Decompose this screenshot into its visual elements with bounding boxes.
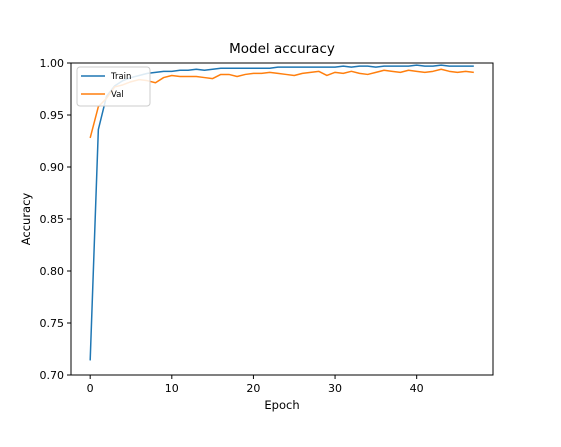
legend-label-val: Val — [111, 90, 124, 100]
legend-label-train: Train — [110, 72, 131, 82]
y-tick-label: 0.70 — [40, 369, 65, 382]
y-tick-label: 0.80 — [40, 265, 65, 278]
y-tick-label: 0.85 — [40, 213, 65, 226]
y-tick-label: 1.00 — [40, 57, 65, 70]
chart-title: Model accuracy — [229, 41, 335, 57]
x-tick-label: 40 — [410, 382, 424, 395]
y-axis-label: Accuracy — [19, 193, 33, 246]
y-axis-ticks: 0.70 0.75 0.80 0.85 0.90 0.95 1.00 — [40, 57, 71, 382]
y-tick-label: 0.95 — [40, 109, 65, 122]
x-tick-label: 30 — [328, 382, 342, 395]
y-tick-label: 0.90 — [40, 161, 65, 174]
y-tick-label: 0.75 — [40, 317, 65, 330]
x-tick-label: 10 — [165, 382, 179, 395]
legend: Train Val — [76, 66, 151, 107]
x-axis-label: Epoch — [264, 398, 299, 412]
x-axis-ticks: 0 10 20 30 40 — [87, 375, 424, 395]
series-line-train — [89, 64, 474, 361]
x-tick-label: 20 — [246, 382, 260, 395]
series-layer — [89, 64, 474, 361]
x-tick-label: 0 — [87, 382, 94, 395]
series-line-val — [89, 68, 474, 139]
